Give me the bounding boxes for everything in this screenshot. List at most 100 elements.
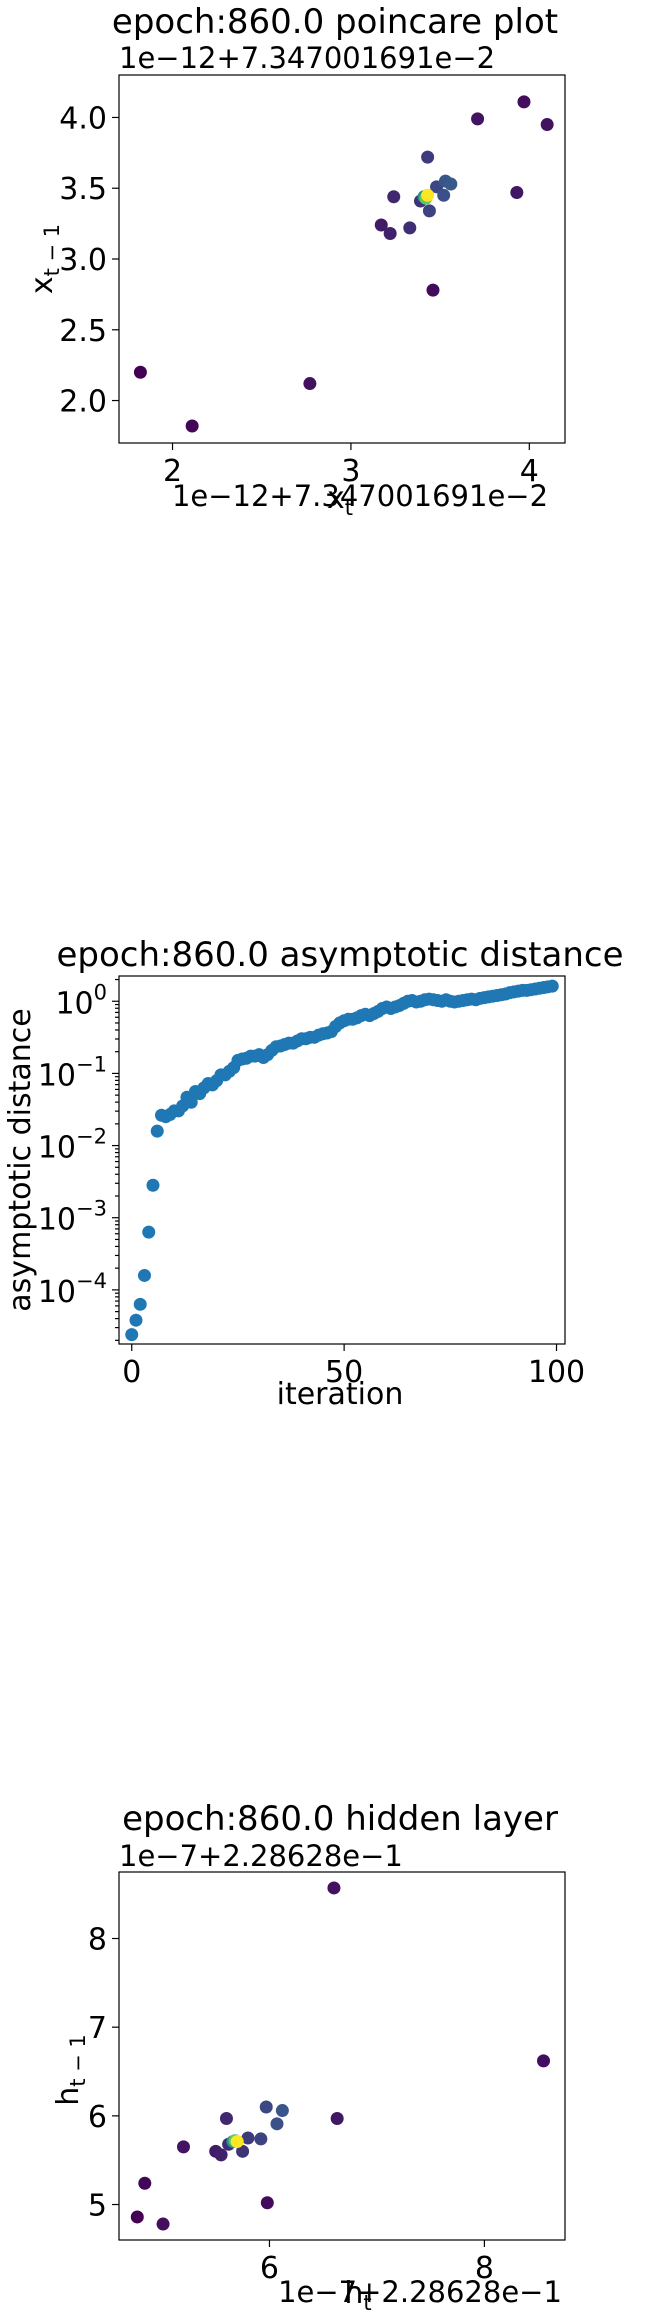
hidden-x-tick-label: 6 bbox=[260, 2251, 279, 2286]
hidden-point bbox=[214, 2148, 228, 2162]
hidden-point bbox=[330, 2112, 344, 2126]
poincare-title: epoch:860.0 poincare plot bbox=[112, 2, 558, 42]
hidden-x-tick-label: 8 bbox=[475, 2251, 494, 2286]
poincare-y-tick-label: 2.5 bbox=[59, 314, 107, 349]
hidden-point bbox=[236, 2144, 250, 2158]
hidden-point bbox=[241, 2131, 255, 2145]
poincare-y-tick-label: 3.5 bbox=[59, 172, 107, 207]
asymptotic-point bbox=[142, 1225, 156, 1239]
asymptotic-distance-chart: epoch:860.0 asymptotic distance 0 50 100 1… bbox=[3, 935, 624, 1412]
hidden-y-tick-label: 8 bbox=[88, 1923, 107, 1958]
poincare-point bbox=[403, 221, 417, 235]
hidden-point bbox=[156, 2217, 170, 2231]
poincare-point bbox=[437, 188, 451, 202]
asymptotic-y-label: asymptotic distance bbox=[3, 1008, 38, 1311]
poincare-x-tick-label: 2 bbox=[163, 454, 182, 489]
asymptotic-title: epoch:860.0 asymptotic distance bbox=[57, 935, 624, 975]
asymptotic-y-tick-base: 10 bbox=[38, 1203, 76, 1238]
poincare-y-tick-label: 4.0 bbox=[59, 101, 107, 136]
hidden-point bbox=[176, 2140, 190, 2154]
poincare-y-label: xt − 1 bbox=[25, 224, 64, 294]
hidden-point bbox=[138, 2176, 152, 2190]
asymptotic-x-tick-label: 100 bbox=[528, 1355, 585, 1390]
asymptotic-point bbox=[129, 1313, 143, 1327]
hidden-y-tick-label: 6 bbox=[88, 2100, 107, 2135]
hidden-point bbox=[537, 2054, 551, 2068]
poincare-point bbox=[540, 118, 554, 132]
poincare-point bbox=[517, 95, 531, 109]
asymptotic-point bbox=[137, 1268, 151, 1282]
hidden-y-ticks: 5 6 7 8 bbox=[88, 1923, 119, 2224]
asymptotic-y-tick-label: 100 bbox=[55, 980, 107, 1021]
poincare-y-ticks: 2.0 2.5 3.0 3.5 4.0 bbox=[59, 101, 119, 420]
poincare-point bbox=[133, 365, 147, 379]
asymptotic-x-ticks: 0 50 100 bbox=[122, 1344, 585, 1390]
asymptotic-y-tick-exp: −2 bbox=[76, 1125, 107, 1149]
asymptotic-x-tick-label: 0 bbox=[122, 1355, 141, 1390]
asymptotic-points bbox=[125, 979, 559, 1342]
asymptotic-y-tick-exp: −3 bbox=[76, 1197, 107, 1221]
poincare-point bbox=[303, 377, 317, 391]
asymptotic-point bbox=[125, 1328, 139, 1342]
asymptotic-y-tick-base: 10 bbox=[38, 1131, 76, 1166]
asymptotic-y-tick-label: 10−1 bbox=[38, 1052, 107, 1093]
poincare-y-tick-label: 2.0 bbox=[59, 385, 107, 420]
hidden-point bbox=[259, 2100, 273, 2114]
poincare-point bbox=[421, 188, 435, 202]
poincare-point bbox=[471, 112, 485, 126]
hidden-point bbox=[230, 2135, 244, 2149]
poincare-plot-area bbox=[118, 74, 566, 444]
poincare-y-offset-label: 1e−12+7.347001691e−2 bbox=[119, 41, 495, 75]
asymptotic-y-tick-label: 10−2 bbox=[38, 1125, 107, 1166]
asymptotic-point bbox=[150, 1124, 164, 1138]
asymptotic-point bbox=[545, 979, 559, 993]
poincare-point bbox=[374, 218, 388, 232]
asymptotic-plot-area bbox=[118, 975, 566, 1345]
asymptotic-point bbox=[146, 1178, 160, 1192]
poincare-point bbox=[426, 283, 440, 297]
poincare-point bbox=[421, 150, 435, 164]
hidden-point bbox=[130, 2210, 144, 2224]
asymptotic-point bbox=[133, 1297, 147, 1311]
asymptotic-x-label: iteration bbox=[277, 1377, 404, 1412]
hidden-y-tick-label: 7 bbox=[88, 2011, 107, 2046]
poincare-x-tick-label: 3 bbox=[341, 454, 360, 489]
asymptotic-x-tick-label: 50 bbox=[325, 1355, 363, 1390]
hidden-plot-area bbox=[118, 1871, 566, 2241]
poincare-point bbox=[387, 190, 401, 204]
hidden-point bbox=[327, 1881, 341, 1895]
hidden-points bbox=[130, 1881, 551, 2231]
hidden-point bbox=[254, 2132, 268, 2146]
asymptotic-y-tick-label: 10−3 bbox=[38, 1197, 107, 1238]
poincare-y-tick-label: 3.0 bbox=[59, 243, 107, 278]
asymptotic-y-tick-exp: 0 bbox=[94, 980, 107, 1004]
hidden-point bbox=[270, 2117, 284, 2131]
poincare-point bbox=[510, 185, 524, 199]
poincare-point bbox=[422, 204, 436, 218]
poincare-x-offset-label: 1e−12+7.347001691e−2 bbox=[172, 479, 548, 513]
asymptotic-y-tick-label: 10−4 bbox=[38, 1269, 107, 1310]
asymptotic-y-tick-base: 10 bbox=[38, 1058, 76, 1093]
hidden-y-label: ht − 1 bbox=[51, 2034, 90, 2106]
hidden-layer-chart: epoch:860.0 hidden layer 1e−7+2.28628e−1… bbox=[51, 1799, 566, 2315]
poincare-points bbox=[133, 95, 554, 433]
asymptotic-y-tick-exp: −1 bbox=[76, 1052, 107, 1076]
poincare-chart: epoch:860.0 poincare plot 1e−12+7.347001… bbox=[25, 2, 566, 520]
poincare-x-tick-label: 4 bbox=[520, 454, 539, 489]
hidden-x-offset-label: 1e−7+2.28628e−1 bbox=[278, 2275, 562, 2309]
hidden-title: epoch:860.0 hidden layer bbox=[122, 1799, 558, 1839]
asymptotic-y-tick-base: 10 bbox=[38, 1275, 76, 1310]
asymptotic-y-tick-base: 10 bbox=[55, 986, 93, 1021]
hidden-point bbox=[275, 2104, 289, 2118]
hidden-y-tick-label: 5 bbox=[88, 2189, 107, 2224]
poincare-point bbox=[383, 227, 397, 241]
asymptotic-y-tick-exp: −4 bbox=[76, 1269, 107, 1293]
hidden-point bbox=[219, 2112, 233, 2126]
poincare-point bbox=[185, 419, 199, 433]
hidden-y-offset-label: 1e−7+2.28628e−1 bbox=[119, 1839, 403, 1873]
poincare-x-ticks: 2 3 4 bbox=[163, 443, 539, 489]
asymptotic-point bbox=[184, 1095, 198, 1109]
